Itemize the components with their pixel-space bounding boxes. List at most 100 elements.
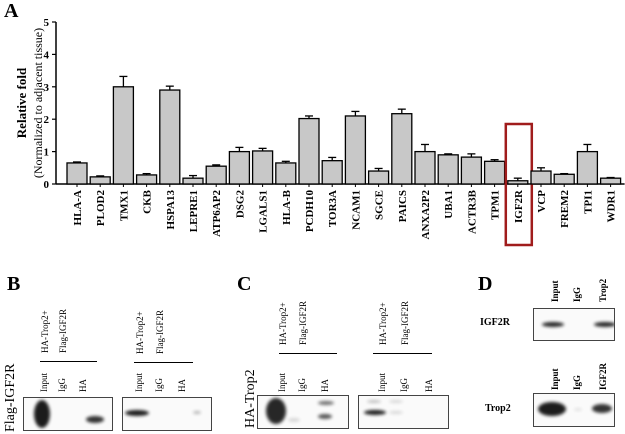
blot-d-bottom [533,393,615,427]
protein-band [34,400,50,428]
bar-hla-b [275,162,297,185]
x-tick-label: ANXA2P2 [420,190,432,240]
lane-label: IgG [399,378,409,392]
lane-label: IgG [154,378,164,392]
ip-header-line [279,353,337,354]
bar-ckb [135,174,158,185]
x-tick-label: IGF2R [513,189,525,223]
bar-tmx1 [112,86,135,185]
blot-c-right [358,395,449,429]
ip-header-2: Flag-IGF2R [155,309,165,354]
ip-header-1: HA-Trop2+ [40,310,50,353]
panel-label-c: C [237,273,252,295]
ip-header-line [40,361,97,362]
lane-label: Input [39,373,49,392]
protein-band [318,414,332,419]
bar-chart: Relative fold (Normalized to adjacent ti… [14,17,625,247]
x-tick-label: TMX1 [118,190,130,221]
bar-wdr1 [599,177,622,185]
lane-label: Input [550,368,560,390]
x-tick-label: ATP6AP2 [211,190,223,237]
x-tick-label: LGALS1 [258,190,270,233]
protein-band [542,322,564,327]
blot-b-left [23,397,113,431]
lane-label: HA [177,379,187,392]
lane-label: Input [377,373,387,392]
x-tick-label: HLA-B [281,189,293,225]
ip-header-1: HA-Trop2+ [135,311,145,354]
x-tick-label: LEPRE1 [188,190,200,232]
protein-band [574,408,582,411]
x-tick-label: TPM1 [490,190,502,220]
bar-pcdh10 [298,117,320,185]
bar-hspa13 [159,89,181,185]
bar-atp6ap2 [205,165,227,185]
protein-band [288,418,300,422]
protein-band [594,322,614,327]
protein-band [389,411,403,414]
lane-label: IgG [572,374,582,390]
bar-plod2 [89,176,111,185]
lane-label: Input [550,280,560,302]
y-tick-label: 5 [44,17,50,29]
y-axis-sublabel: (Normalized to adjacent tissue) [31,28,45,178]
bar-tpm1 [483,160,506,185]
bar-hla-a [66,162,88,185]
x-tick-label: DSG2 [234,190,246,219]
x-tick-label: TPI1 [582,190,594,214]
x-tick-label: CKB [142,189,154,214]
x-tick-label: VCP [536,190,548,213]
bar-dsg2 [228,150,251,185]
lane-label: IgG [297,378,307,392]
x-tick-label: HSPA13 [165,190,177,230]
protein-band [592,404,612,413]
y-axis-label: Relative fold [14,67,29,138]
bar-vcp [530,170,552,185]
bar-lgals1 [251,150,274,185]
y-tick-label: 3 [44,82,50,94]
bar-uba1 [437,154,459,185]
lane-label: Trop2 [598,278,608,302]
lane-label: HA [424,379,434,392]
bar-frem2 [553,173,575,185]
panel-label-b: B [7,273,21,295]
x-tick-label: PCDH10 [304,190,316,233]
bar-tpi1 [576,150,599,185]
ip-header-line [373,353,432,354]
protein-band [86,416,104,423]
bar-actr3b [460,156,483,185]
lane-label: Input [134,373,144,392]
ip-header-2: Flag-IGF2R [298,300,308,345]
y-tick-label: 4 [44,49,50,61]
lane-label: HA [320,379,330,392]
blot-c-left [257,395,349,429]
lane-label: IgG [57,378,67,392]
protein-band [367,400,381,403]
ip-header-2: Flag-IGF2R [400,300,410,345]
protein-band [193,411,201,414]
blot-d-bottom-label: Trop2 [485,403,511,414]
x-tick-label: ACTR3B [466,189,478,234]
protein-band [389,400,403,403]
y-tick-label: 2 [44,114,50,126]
x-tick-label: WDR1 [606,190,618,222]
blot-b-right [122,397,212,431]
bar-anxa2p2 [414,150,436,185]
ip-header-2: Flag-IGF2R [58,308,68,353]
bar-tor3a [321,160,343,185]
protein-band [266,398,286,424]
x-tick-label: PAICS [397,190,409,222]
protein-band [364,410,386,415]
protein-band [538,402,566,416]
panel-label-a: A [4,0,19,22]
x-tick-label: HLA-A [72,190,84,226]
ip-header-line [134,362,193,363]
y-tick-label: 0 [44,179,50,191]
x-tick-label: SGCE [374,190,386,220]
lane-label: HA [78,379,88,392]
x-tick-label: NCAM1 [350,190,362,230]
x-tick-label: TOR3A [327,190,339,227]
ip-header-1: HA-Trop2+ [278,302,288,345]
lane-label: Input [277,373,287,392]
bar-paics [391,113,413,185]
